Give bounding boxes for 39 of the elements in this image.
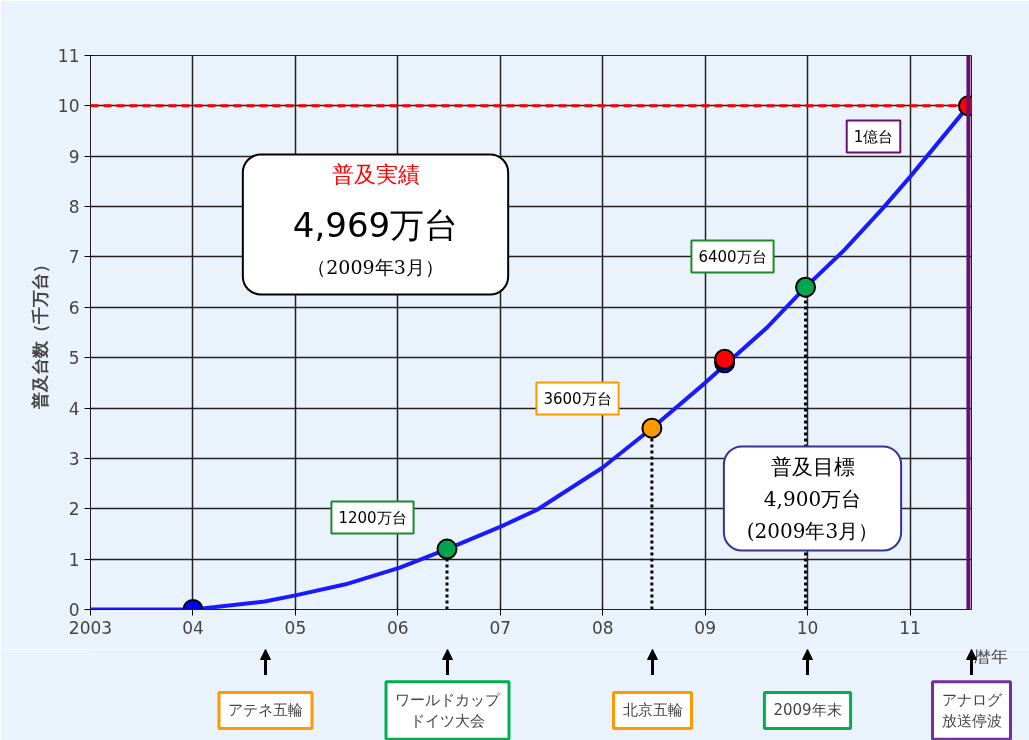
annotation: 普及実績 bbox=[331, 162, 420, 187]
annotation: 4,969万台 bbox=[292, 204, 459, 245]
y-tick-label: 0 bbox=[68, 600, 80, 620]
y-tick-label: 9 bbox=[68, 146, 80, 167]
x-tick-label: 08 bbox=[591, 617, 614, 638]
y-tick-label: 7 bbox=[68, 247, 80, 268]
y-tick-label: 1 bbox=[68, 549, 80, 570]
text: 北京五輪 bbox=[622, 701, 683, 720]
text: 2009年末 bbox=[773, 701, 842, 720]
annotation: （2009年3月） bbox=[307, 255, 444, 278]
annotation: 1億台 bbox=[853, 127, 894, 146]
y-tick-label: 11 bbox=[57, 46, 80, 66]
annotation: 4,900万台 bbox=[763, 486, 862, 511]
annotation: 3600万台 bbox=[543, 389, 612, 408]
y-tick-label: 8 bbox=[68, 197, 80, 218]
text: アナログ bbox=[941, 690, 1003, 709]
y-tick-label: 4 bbox=[68, 398, 80, 419]
y-axis-title: 普及台数（千万台） bbox=[29, 256, 50, 410]
text: 放送停波 bbox=[941, 712, 1002, 731]
y-tick-label: 2 bbox=[68, 499, 80, 520]
x-tick-label: 2003 bbox=[68, 617, 113, 638]
text: アテネ五輪 bbox=[228, 701, 303, 720]
y-tick-label: 5 bbox=[68, 348, 80, 369]
annotation: 6400万台 bbox=[698, 247, 767, 266]
annotation: (2009年3月） bbox=[746, 518, 879, 543]
y-tick-label: 10 bbox=[57, 96, 80, 117]
text: ワールドカップ bbox=[395, 690, 501, 709]
x-tick-label: 10 bbox=[796, 617, 819, 638]
y-tick-label: 6 bbox=[68, 297, 80, 318]
x-tick-label: 09 bbox=[694, 617, 716, 638]
annotation: 普及目標 bbox=[770, 454, 855, 479]
y-tick-label: 3 bbox=[68, 448, 80, 469]
text: ドイツ大会 bbox=[410, 712, 485, 731]
annotation: 1200万台 bbox=[338, 508, 407, 527]
x-tick-label: 05 bbox=[284, 617, 307, 638]
x-tick-label: 06 bbox=[387, 617, 409, 638]
x-tick-label: 04 bbox=[182, 617, 204, 638]
x-tick-label: 11 bbox=[899, 617, 921, 638]
x-tick-label: 07 bbox=[489, 617, 512, 638]
